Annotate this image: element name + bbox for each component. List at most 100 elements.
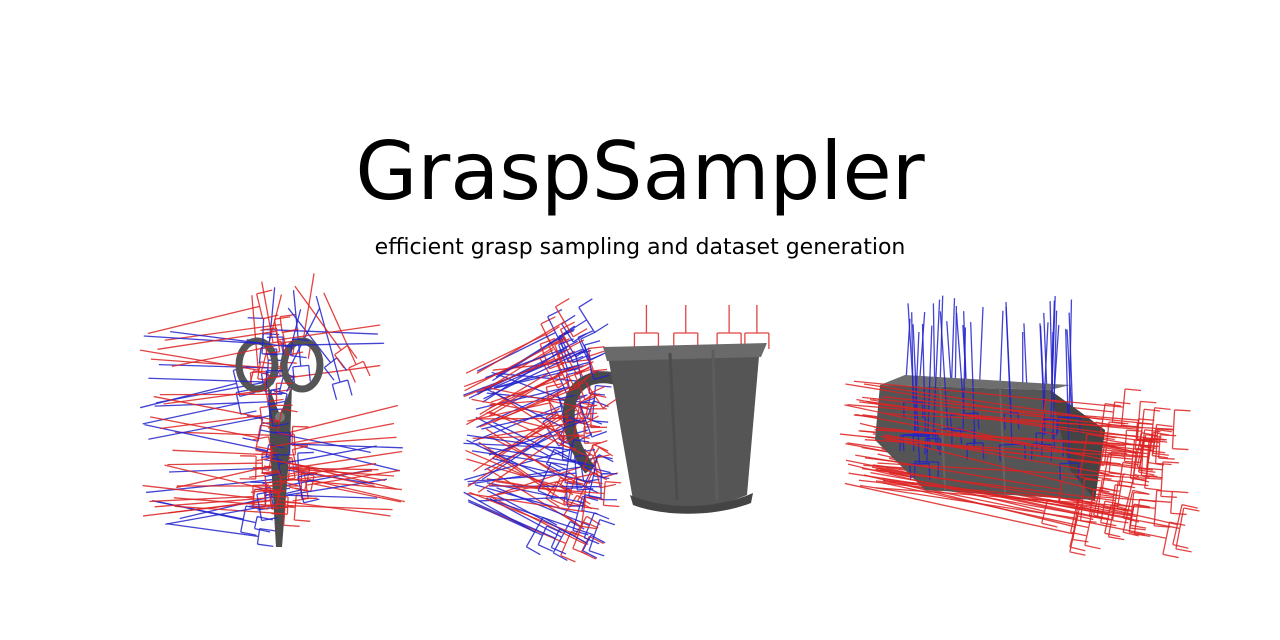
grasp-line <box>468 501 562 552</box>
grasp-line <box>473 390 582 472</box>
grasp-line <box>875 487 1173 528</box>
grasp-line <box>147 289 279 335</box>
grasp-line <box>463 491 558 556</box>
grasp-line <box>464 321 585 392</box>
grasp-line <box>495 370 617 459</box>
grasp-line <box>261 445 377 478</box>
grasp-line <box>166 523 276 548</box>
grasp-line <box>148 400 290 440</box>
grasp-line <box>878 428 1177 460</box>
grasp-line <box>716 305 742 349</box>
grasp-line <box>855 454 1079 506</box>
grasp-line <box>873 426 1167 479</box>
grasp-line <box>153 395 298 437</box>
grasp-line <box>485 497 616 557</box>
grasp-line <box>476 366 586 429</box>
grasp-line <box>150 416 277 455</box>
grasp-line <box>866 400 1172 459</box>
grasp-line <box>884 438 1153 487</box>
grasp-line <box>143 490 288 517</box>
grasp-line <box>476 298 588 375</box>
grasp-line <box>673 305 699 349</box>
grasp-line <box>478 487 584 507</box>
grasp-line <box>463 338 581 398</box>
grasp-line <box>493 330 603 388</box>
grasp-line <box>871 466 1110 520</box>
grasp-line <box>467 499 575 555</box>
grasp-line <box>486 454 616 498</box>
grasp-line <box>481 394 581 430</box>
grasp-line <box>966 322 985 460</box>
grasp-line <box>159 404 279 430</box>
grasp-line <box>496 487 610 545</box>
grasp-line <box>1030 322 1053 461</box>
grasp-line <box>884 434 1125 497</box>
grasp-line <box>467 492 602 530</box>
grasp-line <box>144 424 285 461</box>
grasp-line <box>882 396 1171 443</box>
grasp-line <box>152 499 273 533</box>
grasp-line <box>468 328 588 399</box>
grasp-line <box>489 352 585 409</box>
grasp-line <box>266 336 385 355</box>
grasp-line <box>882 482 1109 550</box>
grasp-line <box>848 472 1156 537</box>
page-subtitle: efficient grasp sampling and dataset gen… <box>374 235 906 260</box>
grasp-line <box>174 501 302 527</box>
grasp-line <box>150 358 297 378</box>
mug-icon <box>562 343 767 514</box>
grasp-line <box>475 408 607 429</box>
grasp-line <box>154 500 262 536</box>
grasp-line <box>486 482 601 515</box>
grasp-line <box>249 470 373 493</box>
grasp-line <box>467 382 570 422</box>
mug-grasps-figure <box>463 298 770 563</box>
grasp-line <box>261 281 285 361</box>
grasp-line <box>481 412 573 481</box>
grasp-line <box>288 463 405 503</box>
grasp-line <box>467 407 576 488</box>
grasp-line <box>864 438 1160 478</box>
grasp-line <box>934 311 963 446</box>
grasp-line <box>163 376 284 405</box>
grasp-line <box>288 469 401 502</box>
grasp-line <box>488 397 608 456</box>
grasp-line <box>466 434 590 464</box>
grasp-line <box>1059 328 1080 480</box>
grasp-line <box>881 435 1150 523</box>
scissors-grasps-figure <box>139 273 405 548</box>
grasp-line <box>847 403 1155 442</box>
grasp-line <box>924 299 942 455</box>
grasp-line <box>154 488 282 508</box>
grasp-line <box>140 365 256 409</box>
grasp-line <box>847 463 1064 528</box>
grasp-line <box>845 383 1062 435</box>
grasp-line <box>489 379 598 416</box>
grasp-line <box>861 467 1119 521</box>
grasp-line <box>496 439 619 495</box>
grasp-line <box>252 422 395 462</box>
grasp-line <box>1043 296 1058 436</box>
grasp-line <box>485 467 601 546</box>
grasp-line <box>471 447 587 486</box>
grasp-line <box>171 328 304 368</box>
grasp-line <box>889 480 1186 559</box>
grasp-line <box>139 349 277 382</box>
grasp-line <box>495 340 610 388</box>
grasp-line <box>167 452 279 474</box>
grasp-line <box>495 480 603 510</box>
grasp-line <box>249 295 269 389</box>
grasp-line <box>1057 299 1081 434</box>
grasp-line <box>863 383 1122 439</box>
grasp-line <box>486 411 583 450</box>
grasp-line <box>159 382 293 407</box>
grasp-line <box>469 491 599 556</box>
grasp-line <box>951 327 975 448</box>
grasp-line <box>853 380 1142 428</box>
grasp-line <box>488 473 618 501</box>
grasp-line <box>492 391 614 475</box>
grasp-line <box>491 480 622 508</box>
grasp-line <box>477 419 580 493</box>
grasp-line <box>912 323 939 452</box>
grasp-line <box>173 494 313 522</box>
